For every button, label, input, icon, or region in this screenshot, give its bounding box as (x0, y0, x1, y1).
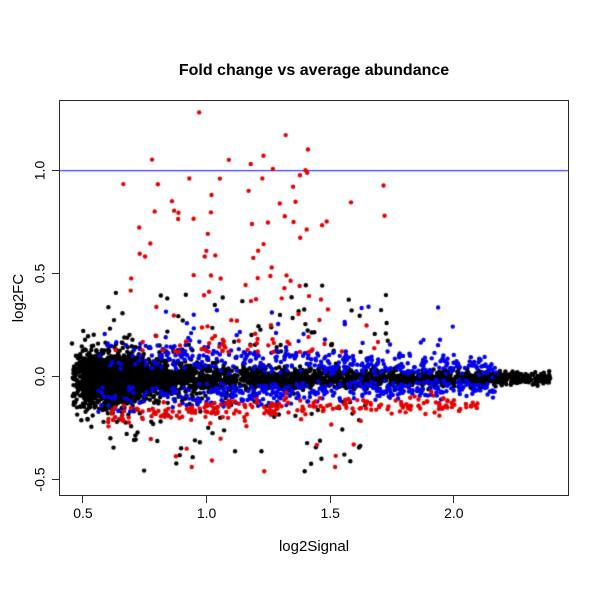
y-tick-label: 1.0 (31, 160, 48, 180)
x-tick-label: 1.0 (196, 505, 217, 521)
x-tick-label: 0.5 (73, 505, 93, 521)
x-tick-mark (82, 496, 84, 503)
y-tick-label: 0.5 (31, 263, 48, 284)
x-tick-mark (329, 496, 331, 503)
plot-box (59, 100, 569, 496)
x-tick-label: 1.5 (320, 505, 340, 521)
x-tick-mark (453, 496, 455, 503)
y-tick-label: 0.0 (31, 366, 48, 387)
x-tick-mark (206, 496, 208, 503)
y-tick-mark (52, 376, 59, 378)
y-tick-mark (52, 272, 59, 274)
y-tick-mark (52, 479, 59, 481)
x-tick-label: 2.0 (444, 505, 464, 521)
y-tick-mark (52, 169, 59, 171)
y-axis-label: log2FC (10, 273, 27, 323)
y-tick-label: -0.5 (31, 467, 48, 492)
x-axis-label: log2Signal (278, 538, 350, 555)
